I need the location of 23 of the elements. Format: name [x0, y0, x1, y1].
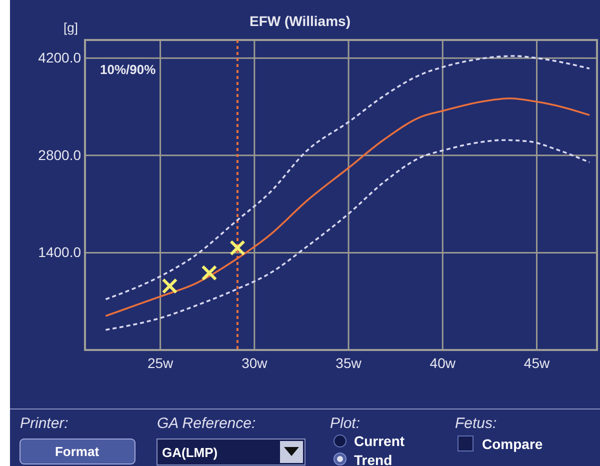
x-tick-label: 30w — [242, 354, 268, 371]
annotation: 10%/90% — [100, 62, 156, 77]
format-button: Format — [20, 438, 136, 464]
point — [201, 264, 218, 281]
y-tick-label: 4200.0 — [38, 50, 82, 66]
text: Plot: — [330, 415, 360, 432]
text: Fetus: — [455, 415, 497, 432]
text: Current — [354, 433, 405, 449]
point — [162, 278, 178, 294]
line-series — [104, 139, 590, 331]
x-tick-label: 25w — [147, 354, 174, 371]
chart-title: EFW (Williams) — [250, 13, 350, 29]
x-tick-label: 40w — [430, 354, 456, 371]
x-tick-label: 45w — [524, 354, 550, 371]
point — [230, 240, 246, 256]
y-axis-title: [g] — [64, 20, 78, 35]
text: Compare — [482, 436, 543, 452]
text: Trend — [354, 452, 392, 466]
y-tick-label: 2800.0 — [38, 146, 82, 163]
x-tick-label: 35w — [336, 354, 362, 371]
y-tick-label: 1400.0 — [38, 244, 82, 260]
text: GA Reference: — [157, 415, 256, 432]
text: Printer: — [20, 415, 68, 432]
